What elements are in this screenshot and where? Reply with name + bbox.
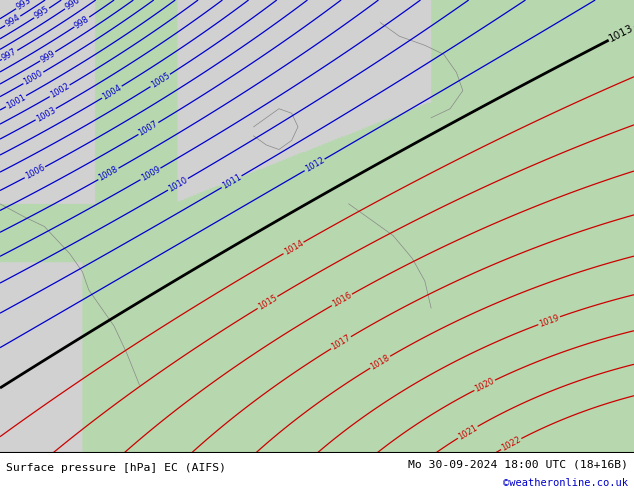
Text: 997: 997: [1, 47, 18, 63]
Text: 993: 993: [15, 0, 33, 12]
Text: 1008: 1008: [97, 165, 120, 183]
Text: 1006: 1006: [23, 163, 46, 181]
Text: ©weatheronline.co.uk: ©weatheronline.co.uk: [503, 478, 628, 488]
Text: 1001: 1001: [4, 92, 27, 110]
Text: 1016: 1016: [330, 291, 353, 309]
Text: 1014: 1014: [282, 239, 305, 257]
Text: 1018: 1018: [369, 353, 391, 371]
Text: 1022: 1022: [500, 435, 522, 453]
Text: 1020: 1020: [473, 376, 496, 394]
Text: 994: 994: [4, 13, 22, 29]
Text: 1005: 1005: [149, 71, 172, 90]
Text: 1002: 1002: [48, 82, 71, 100]
Text: 1019: 1019: [538, 313, 560, 328]
Text: 1000: 1000: [22, 69, 45, 87]
Text: 1010: 1010: [167, 175, 190, 194]
Text: 1009: 1009: [139, 165, 162, 183]
Text: 1015: 1015: [256, 293, 279, 312]
Text: 1007: 1007: [137, 119, 160, 138]
Text: 998: 998: [73, 14, 91, 30]
Text: 1021: 1021: [456, 423, 479, 441]
Text: Surface pressure [hPa] EC (AIFS): Surface pressure [hPa] EC (AIFS): [6, 463, 226, 473]
Text: 1013: 1013: [607, 23, 634, 44]
Text: 999: 999: [39, 49, 56, 64]
Text: 995: 995: [32, 5, 51, 21]
Text: 1003: 1003: [34, 105, 57, 123]
Text: 1012: 1012: [303, 156, 326, 174]
Text: 1017: 1017: [330, 333, 353, 352]
Text: Mo 30-09-2024 18:00 UTC (18+16B): Mo 30-09-2024 18:00 UTC (18+16B): [408, 459, 628, 469]
Text: 1004: 1004: [101, 83, 123, 101]
Text: 1011: 1011: [220, 172, 243, 191]
Text: 996: 996: [63, 0, 82, 12]
